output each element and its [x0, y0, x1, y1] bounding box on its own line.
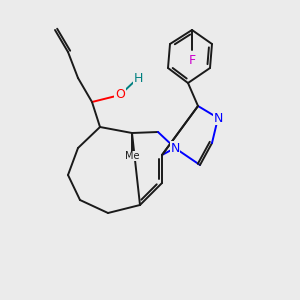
Text: F: F [188, 54, 196, 67]
Text: H: H [133, 71, 143, 85]
Text: O: O [115, 88, 125, 101]
Text: Me: Me [125, 151, 139, 161]
Text: N: N [170, 142, 180, 154]
Text: N: N [213, 112, 223, 124]
